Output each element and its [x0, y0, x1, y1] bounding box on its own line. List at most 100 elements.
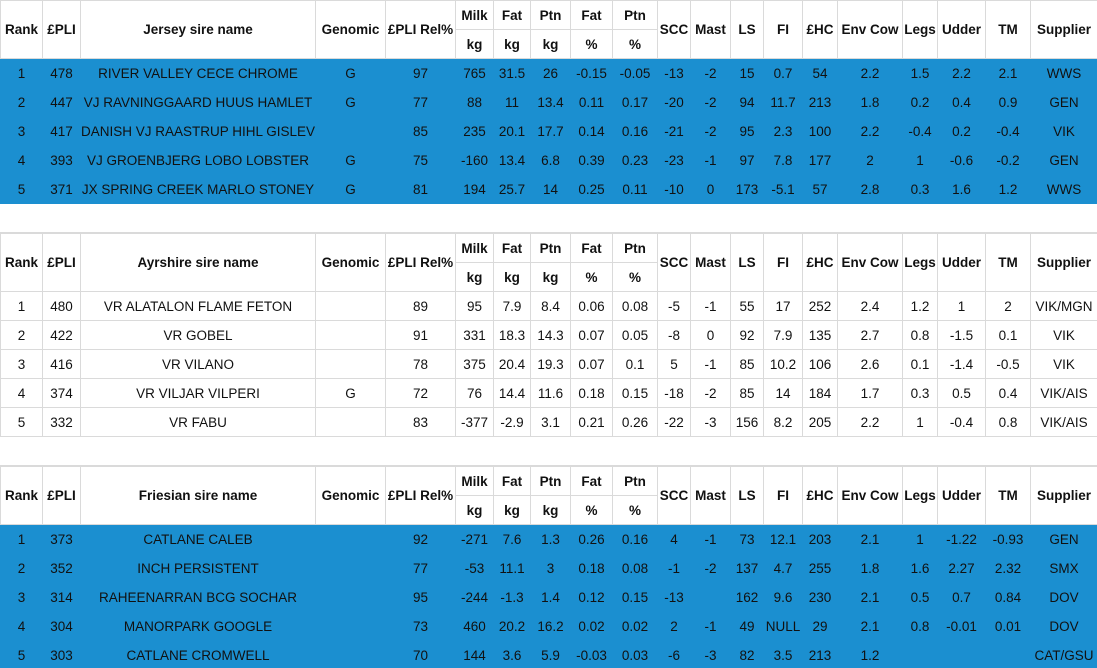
- cell: 0.15: [612, 378, 658, 408]
- header-unit: kg: [455, 29, 494, 59]
- cell: 95: [385, 582, 456, 612]
- data-row: 1 478 RIVER VALLEY CECE CHROME G 97 765 31.5 26…: [0, 58, 1097, 88]
- cell: 460: [455, 611, 494, 641]
- cell: 14: [763, 378, 803, 408]
- cell: -2: [690, 116, 731, 146]
- cell: 13.4: [493, 145, 531, 175]
- header-cell: Ptn: [612, 233, 658, 263]
- cell: 0.07: [570, 349, 613, 379]
- cell: 95: [730, 116, 764, 146]
- cell: 162: [730, 582, 764, 612]
- cell: 7.9: [763, 320, 803, 350]
- cell: -271: [455, 524, 494, 554]
- cell: 0: [690, 320, 731, 350]
- header-cell: Supplier: [1030, 466, 1097, 525]
- cell: 0.4: [937, 87, 986, 117]
- header-cell: Genomic: [315, 233, 386, 292]
- cell: 97: [385, 58, 456, 88]
- cell: VIK: [1030, 116, 1097, 146]
- cell: [315, 611, 386, 641]
- cell: 70: [385, 640, 456, 668]
- cell: 2.2: [937, 58, 986, 88]
- header-cell: Env Cow: [837, 233, 903, 292]
- cell: NULL: [763, 611, 803, 641]
- header-cell: LS: [730, 233, 764, 292]
- header-cell: LS: [730, 466, 764, 525]
- header-cell: Supplier: [1030, 233, 1097, 292]
- cell: 8.2: [763, 407, 803, 437]
- cell: [937, 640, 986, 668]
- cell: 0.5: [902, 582, 938, 612]
- cell: 14.4: [493, 378, 531, 408]
- header-unit: kg: [455, 495, 494, 525]
- cell: 49: [730, 611, 764, 641]
- cell: 478: [42, 58, 81, 88]
- data-row: 1 373 CATLANE CALEB 92 -271 7.6 1.3 0.26 0.16 4 -1…: [0, 524, 1097, 554]
- header-cell: £PLI: [42, 233, 81, 292]
- cell: 3.5: [763, 640, 803, 668]
- cell: -1.4: [937, 349, 986, 379]
- cell: 1: [0, 291, 43, 321]
- cell: 0.84: [985, 582, 1031, 612]
- cell: CATLANE CROMWELL: [80, 640, 316, 668]
- header-cell: Milk: [455, 233, 494, 263]
- data-row: 4 304 MANORPARK GOOGLE 73 460 20.2 16.2 0.02 0.0…: [0, 611, 1097, 641]
- header-unit: %: [612, 29, 658, 59]
- header-cell: £PLI Rel%: [385, 466, 456, 525]
- cell: 0.23: [612, 145, 658, 175]
- cell: 4: [0, 378, 43, 408]
- cell: [902, 640, 938, 668]
- cell: 92: [730, 320, 764, 350]
- cell: -2: [690, 58, 731, 88]
- cell: -0.4: [985, 116, 1031, 146]
- header-cell: SCC: [657, 233, 691, 292]
- header-unit: kg: [493, 29, 531, 59]
- cell: 26: [530, 58, 571, 88]
- cell: 83: [385, 407, 456, 437]
- cell: 304: [42, 611, 81, 641]
- cell: [315, 640, 386, 668]
- cell: 3: [530, 553, 571, 583]
- header-row: kg kg kg%%: [1, 29, 1097, 59]
- cell: [315, 116, 386, 146]
- header-cell: Genomic: [315, 0, 386, 59]
- cell: 0: [690, 174, 731, 204]
- cell: 2.1: [837, 582, 903, 612]
- cell: 14: [530, 174, 571, 204]
- cell: 2.3: [763, 116, 803, 146]
- cell: 0.17: [612, 87, 658, 117]
- cell: 11.6: [530, 378, 571, 408]
- cell: 135: [802, 320, 838, 350]
- header-cell: Rank: [0, 466, 43, 525]
- header-cell: Milk: [455, 0, 494, 30]
- header-cell: Env Cow: [837, 0, 903, 59]
- cell: 3: [0, 349, 43, 379]
- cell: 4: [0, 145, 43, 175]
- cell: 1.4: [530, 582, 571, 612]
- cell: 765: [455, 58, 494, 88]
- cell: 177: [802, 145, 838, 175]
- cell: 25.7: [493, 174, 531, 204]
- cell: 97: [730, 145, 764, 175]
- cell: 72: [385, 378, 456, 408]
- cell: GEN: [1030, 524, 1097, 554]
- header-cell: Ptn: [612, 466, 658, 496]
- cell: 205: [802, 407, 838, 437]
- cell: 77: [385, 553, 456, 583]
- cell: 0.12: [570, 582, 613, 612]
- cell: -2: [690, 553, 731, 583]
- header-cell: Fat: [493, 466, 531, 496]
- cell: 352: [42, 553, 81, 583]
- header-unit: %: [570, 29, 613, 59]
- spacer: [0, 204, 1097, 233]
- cell: 92: [385, 524, 456, 554]
- cell: -13: [657, 58, 691, 88]
- cell: -0.05: [612, 58, 658, 88]
- cell: 0.26: [570, 524, 613, 554]
- cell: 303: [42, 640, 81, 668]
- cell: 3.1: [530, 407, 571, 437]
- cell: 29: [802, 611, 838, 641]
- cell: 0.08: [612, 291, 658, 321]
- cell: -18: [657, 378, 691, 408]
- cell: 0.3: [902, 174, 938, 204]
